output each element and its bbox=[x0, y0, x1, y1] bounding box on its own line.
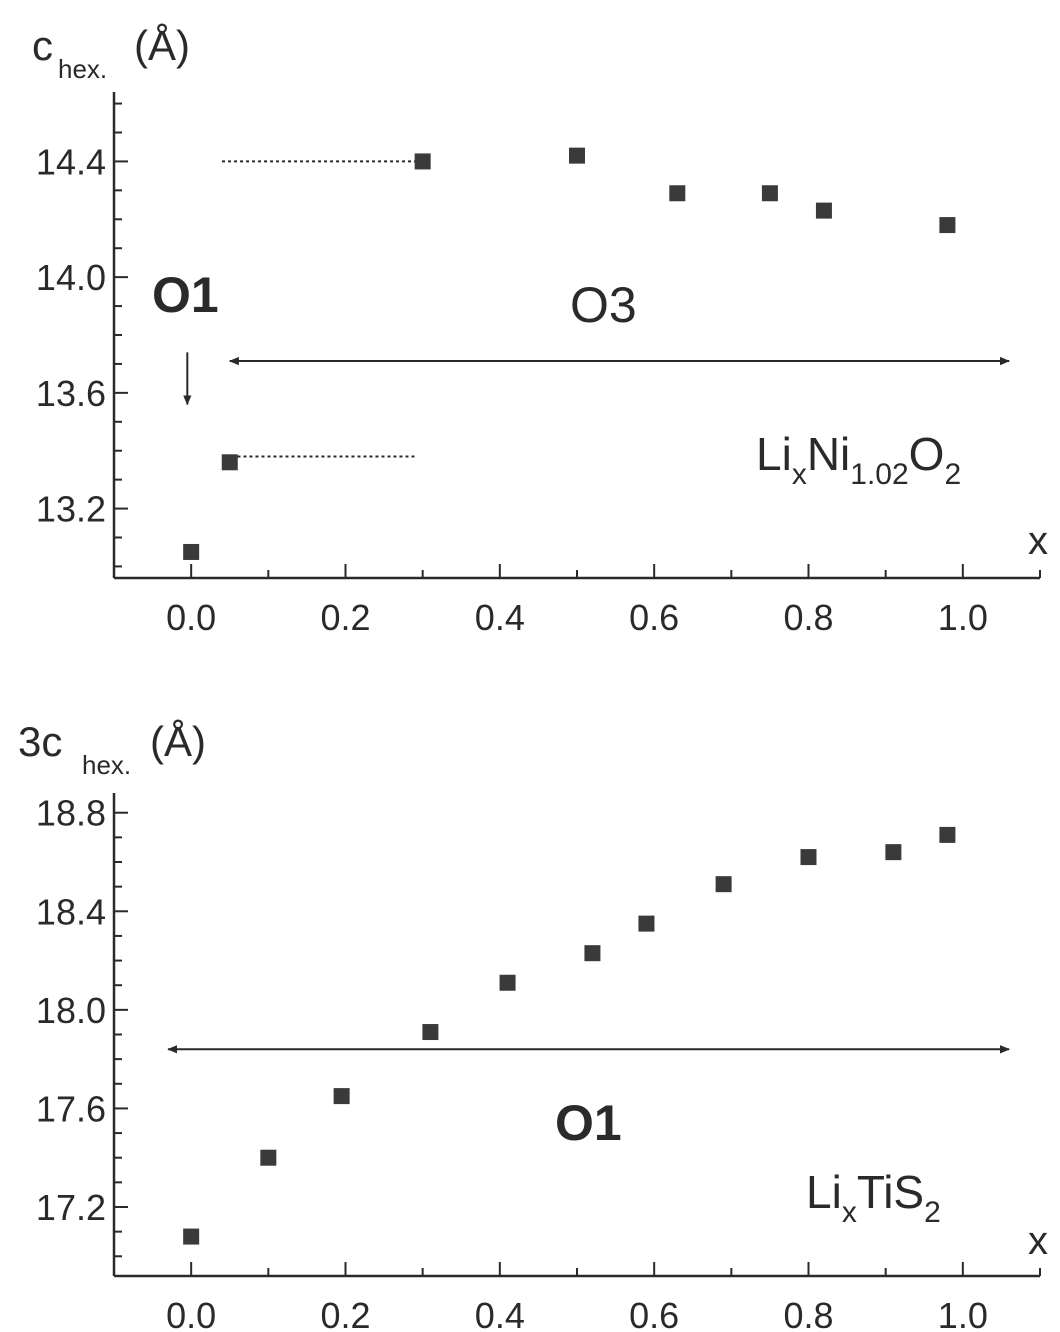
bottom-annotation-o1: O1 bbox=[555, 1095, 622, 1151]
bottom-y-tick-label: 18.0 bbox=[36, 990, 106, 1031]
bottom-data-point bbox=[183, 1228, 200, 1245]
top-x-axis-label: x bbox=[1028, 519, 1048, 563]
top-y-axis-label: c hex. (Å) bbox=[32, 22, 190, 84]
top-annotation-o1: O1 bbox=[152, 267, 219, 323]
top-data-point bbox=[183, 543, 200, 560]
bottom-data-point bbox=[715, 876, 732, 893]
top-y-label-sub: hex. bbox=[58, 54, 107, 84]
bottom-data-point bbox=[885, 844, 902, 861]
top-y-tick-label: 13.2 bbox=[36, 489, 106, 530]
top-y-label-main: c bbox=[32, 22, 53, 69]
bottom-x-tick-label: 1.0 bbox=[938, 1295, 988, 1332]
bottom-x-tick-label: 0.6 bbox=[629, 1295, 679, 1332]
bottom-data-points bbox=[183, 826, 956, 1245]
bottom-y-tick-label: 17.2 bbox=[36, 1187, 106, 1228]
top-formula-li: Li bbox=[756, 428, 792, 480]
top-y-label-unit: (Å) bbox=[134, 22, 190, 69]
bottom-y-axis-label: 3c hex. (Å) bbox=[18, 718, 206, 780]
bottom-y-tick-label: 18.8 bbox=[36, 793, 106, 834]
bottom-data-point bbox=[260, 1149, 277, 1166]
bottom-formula-li: Li bbox=[806, 1166, 842, 1218]
top-data-point bbox=[221, 454, 238, 471]
top-formula-x: x bbox=[792, 458, 807, 491]
top-data-point bbox=[939, 217, 956, 234]
top-formula-ni-sub: 1.02 bbox=[850, 458, 908, 491]
top-x-tick-label: 0.0 bbox=[166, 597, 216, 638]
bottom-y-label-main: 3c bbox=[18, 718, 62, 765]
top-data-point bbox=[569, 147, 585, 164]
top-data-point bbox=[669, 185, 686, 202]
top-x-tick-label: 0.8 bbox=[783, 597, 833, 638]
bottom-x-axis-label: x bbox=[1028, 1219, 1048, 1263]
top-formula-ni: Ni bbox=[807, 428, 850, 480]
bottom-axes: 17.2 17.6 18.0 18.4 18.8 0.0 0.2 0.4 0.6 0.8 1.0 bbox=[36, 793, 1041, 1332]
top-annotation-o3: O3 bbox=[570, 277, 637, 333]
top-formula: LixNi1.02O2 bbox=[756, 428, 961, 491]
top-formula-o-sub: 2 bbox=[944, 458, 961, 491]
top-guides bbox=[183, 160, 1010, 458]
bottom-x-tick-label: 0.8 bbox=[783, 1295, 833, 1332]
top-x-tick-label: 0.2 bbox=[320, 597, 370, 638]
top-panel: c hex. (Å) 13.2 13.6 14.0 14.4 0.0 0.2 0.4 0.6 0… bbox=[32, 22, 1048, 638]
bottom-formula: LixTiS2 bbox=[806, 1166, 941, 1229]
top-x-tick-label: 0.4 bbox=[475, 597, 525, 638]
top-data-point bbox=[414, 153, 431, 170]
bottom-y-tick-label: 17.6 bbox=[36, 1088, 106, 1129]
bottom-data-point bbox=[422, 1024, 439, 1041]
bottom-x-tick-label: 0.2 bbox=[320, 1295, 370, 1332]
bottom-data-point bbox=[939, 826, 956, 843]
bottom-panel: 3c hex. (Å) 17.2 17.6 18.0 18.4 18.8 0.0 0.2 0.… bbox=[18, 718, 1048, 1332]
bottom-data-point bbox=[638, 915, 655, 932]
bottom-x-tick-label: 0.4 bbox=[475, 1295, 525, 1332]
top-data-point bbox=[761, 185, 778, 202]
top-x-tick-label: 0.6 bbox=[629, 597, 679, 638]
bottom-data-point bbox=[584, 945, 601, 962]
top-data-point bbox=[815, 202, 832, 219]
top-data-points bbox=[183, 147, 956, 560]
bottom-data-point bbox=[499, 974, 516, 991]
top-y-tick-label: 14.4 bbox=[36, 141, 106, 182]
bottom-x-tick-label: 0.0 bbox=[166, 1295, 216, 1332]
bottom-y-label-sub: hex. bbox=[82, 750, 131, 780]
bottom-data-point bbox=[800, 849, 817, 866]
bottom-formula-tis: TiS bbox=[857, 1166, 924, 1218]
top-y-tick-label: 13.6 bbox=[36, 373, 106, 414]
bottom-y-tick-label: 18.4 bbox=[36, 891, 106, 932]
bottom-formula-x: x bbox=[842, 1196, 857, 1229]
top-x-tick-label: 1.0 bbox=[938, 597, 988, 638]
bottom-data-point bbox=[333, 1088, 350, 1105]
bottom-y-label-unit: (Å) bbox=[150, 718, 206, 765]
top-y-tick-label: 14.0 bbox=[36, 257, 106, 298]
top-axes: 13.2 13.6 14.0 14.4 0.0 0.2 0.4 0.6 0.8 1.0 bbox=[36, 92, 1041, 638]
top-formula-o: O bbox=[909, 428, 945, 480]
bottom-formula-tis-sub: 2 bbox=[924, 1196, 941, 1229]
